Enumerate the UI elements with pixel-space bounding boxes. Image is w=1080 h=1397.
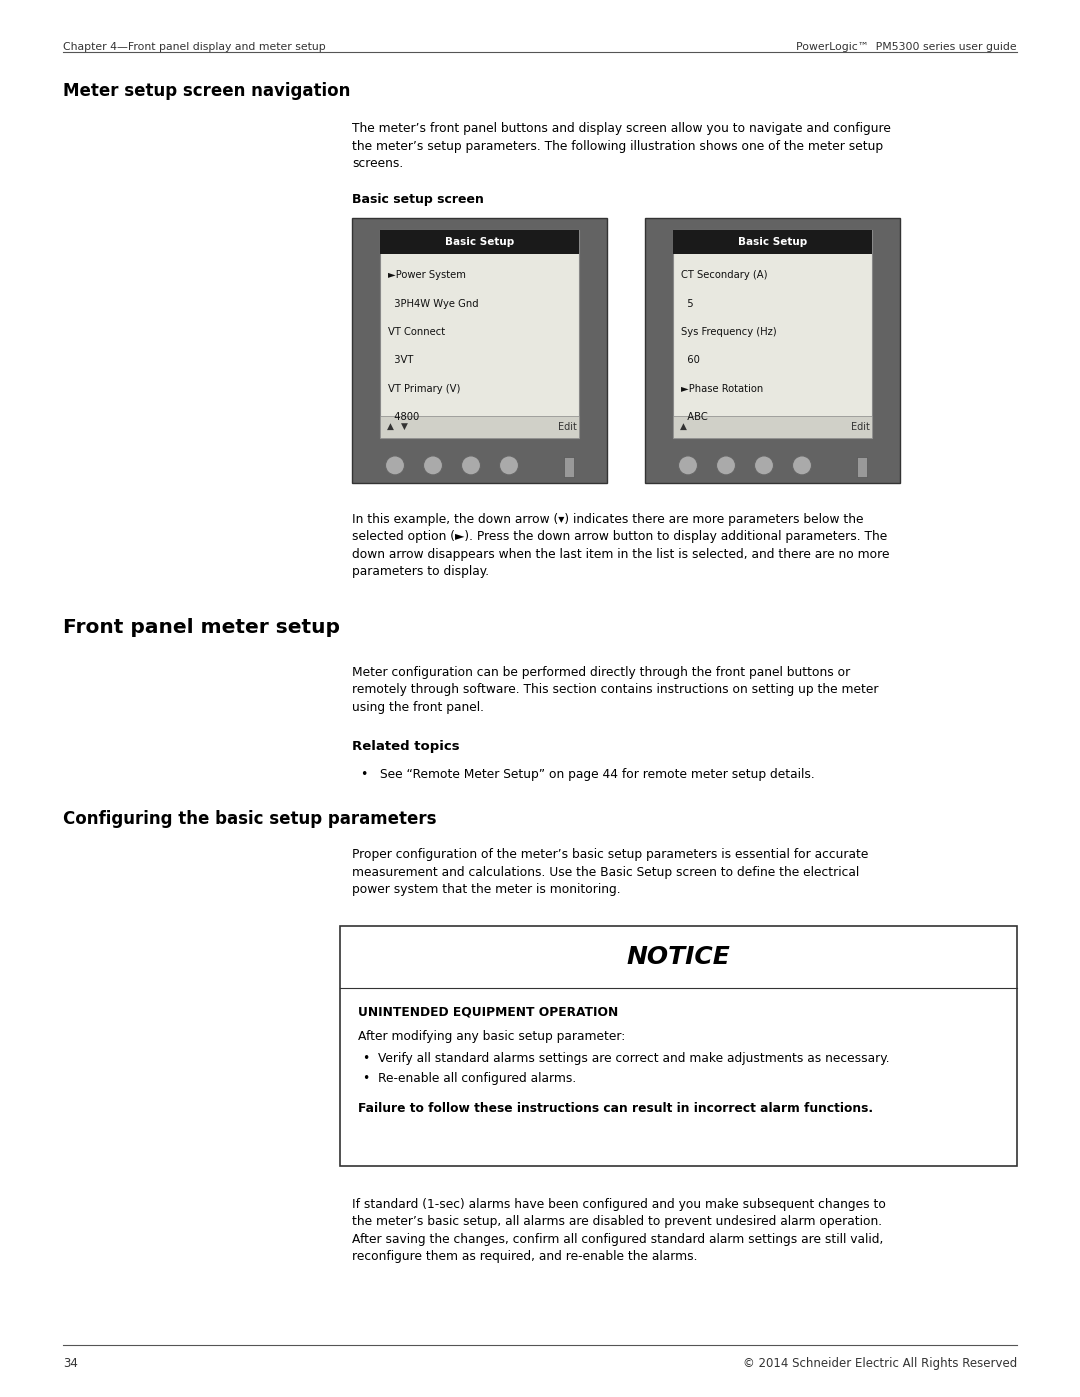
Text: measurement and calculations. Use the Basic Setup screen to define the electrica: measurement and calculations. Use the Ba…	[352, 866, 860, 879]
Text: Edit: Edit	[557, 422, 577, 432]
Text: Meter setup screen navigation: Meter setup screen navigation	[63, 82, 350, 101]
Text: ►Phase Rotation: ►Phase Rotation	[681, 384, 764, 394]
Bar	[564, 457, 573, 478]
Circle shape	[716, 455, 735, 475]
Text: remotely through software. This section contains instructions on setting up the : remotely through software. This section …	[352, 683, 878, 696]
Circle shape	[461, 455, 481, 475]
Text: 60: 60	[681, 355, 700, 366]
Text: Meter configuration can be performed directly through the front panel buttons or: Meter configuration can be performed dir…	[352, 665, 850, 679]
Circle shape	[423, 455, 443, 475]
Text: screens.: screens.	[352, 156, 403, 170]
Text: NOTICE: NOTICE	[626, 944, 730, 968]
Text: Basic Setup: Basic Setup	[445, 236, 514, 246]
Text: ►Power System: ►Power System	[388, 271, 465, 281]
Text: PowerLogic™  PM5300 series user guide: PowerLogic™ PM5300 series user guide	[796, 42, 1017, 52]
Text: the meter’s setup parameters. The following illustration shows one of the meter : the meter’s setup parameters. The follow…	[352, 140, 883, 152]
Text: VT Connect: VT Connect	[388, 327, 445, 337]
Text: •: •	[363, 1052, 369, 1065]
Bar	[340, 925, 1017, 1165]
Text: Chapter 4—Front panel display and meter setup: Chapter 4—Front panel display and meter …	[63, 42, 326, 52]
Text: UNINTENDED EQUIPMENT OPERATION: UNINTENDED EQUIPMENT OPERATION	[357, 1006, 618, 1018]
Bar	[673, 415, 872, 437]
Text: If standard (1-sec) alarms have been configured and you make subsequent changes : If standard (1-sec) alarms have been con…	[352, 1197, 886, 1210]
Bar	[380, 229, 579, 437]
Text: 5: 5	[681, 299, 693, 309]
Text: Proper configuration of the meter’s basic setup parameters is essential for accu: Proper configuration of the meter’s basi…	[352, 848, 868, 861]
Circle shape	[386, 455, 405, 475]
Text: Basic setup screen: Basic setup screen	[352, 193, 484, 205]
Text: •: •	[363, 1071, 369, 1084]
Text: using the front panel.: using the front panel.	[352, 700, 484, 714]
Text: In this example, the down arrow (▾) indicates there are more parameters below th: In this example, the down arrow (▾) indi…	[352, 513, 864, 525]
Circle shape	[793, 455, 811, 475]
Text: VT Primary (V): VT Primary (V)	[388, 384, 460, 394]
Circle shape	[678, 455, 698, 475]
Text: CT Secondary (A): CT Secondary (A)	[681, 271, 768, 281]
Bar	[352, 218, 607, 482]
Text: ▲: ▲	[387, 422, 393, 432]
Text: •: •	[361, 768, 367, 781]
Text: Re-enable all configured alarms.: Re-enable all configured alarms.	[378, 1071, 577, 1084]
Text: Sys Frequency (Hz): Sys Frequency (Hz)	[681, 327, 777, 337]
Bar	[380, 415, 579, 437]
Text: parameters to display.: parameters to display.	[352, 564, 489, 578]
Text: 3PH4W Wye Gnd: 3PH4W Wye Gnd	[388, 299, 478, 309]
Bar	[673, 229, 872, 437]
Text: Edit: Edit	[851, 422, 869, 432]
Text: Front panel meter setup: Front panel meter setup	[63, 617, 340, 637]
Text: 4800: 4800	[388, 412, 419, 422]
Bar	[645, 218, 900, 482]
Text: Failure to follow these instructions can result in incorrect alarm functions.: Failure to follow these instructions can…	[357, 1101, 873, 1115]
Text: selected option (►). Press the down arrow button to display additional parameter: selected option (►). Press the down arro…	[352, 529, 888, 543]
Text: down arrow disappears when the last item in the list is selected, and there are : down arrow disappears when the last item…	[352, 548, 890, 560]
Text: 34: 34	[63, 1356, 78, 1370]
Text: Verify all standard alarms settings are correct and make adjustments as necessar: Verify all standard alarms settings are …	[378, 1052, 890, 1065]
Text: 3VT: 3VT	[388, 355, 414, 366]
Text: The meter’s front panel buttons and display screen allow you to navigate and con: The meter’s front panel buttons and disp…	[352, 122, 891, 136]
Circle shape	[499, 455, 518, 475]
Text: See “Remote Meter Setup” on page 44 for remote meter setup details.: See “Remote Meter Setup” on page 44 for …	[380, 768, 814, 781]
Text: ▼: ▼	[401, 422, 407, 432]
Text: After saving the changes, confirm all configured standard alarm settings are sti: After saving the changes, confirm all co…	[352, 1232, 883, 1246]
Bar	[673, 229, 872, 253]
Circle shape	[755, 455, 773, 475]
Text: power system that the meter is monitoring.: power system that the meter is monitorin…	[352, 883, 621, 895]
Text: ABC: ABC	[681, 412, 707, 422]
Text: the meter’s basic setup, all alarms are disabled to prevent undesired alarm oper: the meter’s basic setup, all alarms are …	[352, 1215, 882, 1228]
Text: reconfigure them as required, and re-enable the alarms.: reconfigure them as required, and re-ena…	[352, 1250, 698, 1263]
Text: Related topics: Related topics	[352, 740, 460, 753]
Text: Basic Setup: Basic Setup	[738, 236, 807, 246]
Text: After modifying any basic setup parameter:: After modifying any basic setup paramete…	[357, 1030, 625, 1042]
Text: Configuring the basic setup parameters: Configuring the basic setup parameters	[63, 810, 436, 828]
Bar	[380, 229, 579, 253]
Bar	[858, 457, 867, 478]
Text: ▲: ▲	[679, 422, 687, 432]
Text: © 2014 Schneider Electric All Rights Reserved: © 2014 Schneider Electric All Rights Res…	[743, 1356, 1017, 1370]
